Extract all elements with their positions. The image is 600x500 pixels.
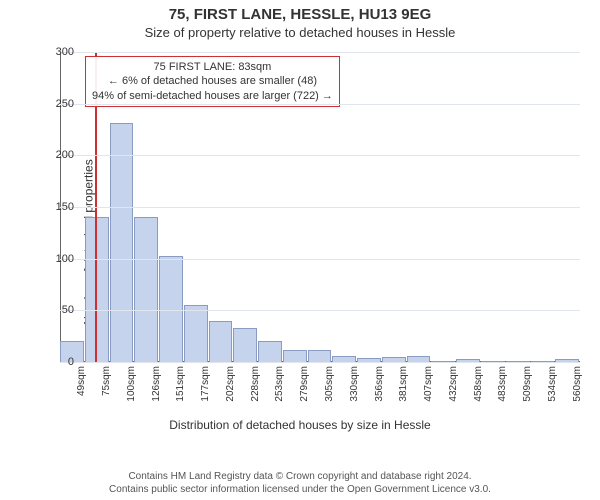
x-tick-label: 381sqm <box>398 366 409 402</box>
x-tick-label: 407sqm <box>423 366 434 402</box>
x-tick-label: 560sqm <box>572 366 583 402</box>
x-tick-label: 330sqm <box>349 366 360 402</box>
x-tick-label: 279sqm <box>299 366 310 402</box>
grid-line <box>60 310 580 311</box>
y-tick-label: 250 <box>46 98 74 110</box>
histogram-bar <box>308 350 332 362</box>
histogram-bar <box>134 217 158 362</box>
x-tick-label: 151sqm <box>175 366 186 402</box>
grid-line <box>60 362 580 363</box>
y-tick-label: 300 <box>46 46 74 58</box>
x-tick-label: 356sqm <box>374 366 385 402</box>
x-tick-label: 49sqm <box>76 366 87 396</box>
y-tick-label: 200 <box>46 149 74 161</box>
annotation-callout: 75 FIRST LANE: 83sqm← 6% of detached hou… <box>85 56 340 107</box>
x-tick-label: 432sqm <box>448 366 459 402</box>
histogram-bar <box>233 328 257 362</box>
y-tick-label: 150 <box>46 201 74 213</box>
x-tick-label: 483sqm <box>497 366 508 402</box>
x-axis-label: Distribution of detached houses by size … <box>0 418 600 432</box>
footer-line-2: Contains public sector information licen… <box>0 483 600 496</box>
annotation-line: ← 6% of detached houses are smaller (48) <box>92 74 333 88</box>
grid-line <box>60 104 580 105</box>
attribution-footer: Contains HM Land Registry data © Crown c… <box>0 470 600 496</box>
histogram-bar <box>209 321 233 362</box>
x-ticks-container: 49sqm 75sqm 100sqm 126sqm 151sqm 177sqm 202sqm… <box>60 364 580 419</box>
x-tick-label: 228sqm <box>250 366 261 402</box>
histogram-bar <box>258 341 282 362</box>
x-tick-label: 253sqm <box>274 366 285 402</box>
chart-subtitle: Size of property relative to detached ho… <box>0 23 600 44</box>
grid-line <box>60 259 580 260</box>
histogram-bar <box>159 256 183 362</box>
y-tick-label: 50 <box>46 304 74 316</box>
x-tick-label: 75sqm <box>101 366 112 396</box>
histogram-bar <box>85 217 109 362</box>
histogram-bar <box>283 350 307 362</box>
x-tick-label: 126sqm <box>151 366 162 402</box>
chart-title: 75, FIRST LANE, HESSLE, HU13 9EG <box>0 0 600 23</box>
plot-region: 75 FIRST LANE: 83sqm← 6% of detached hou… <box>60 52 580 362</box>
histogram-bar <box>110 123 134 362</box>
footer-line-1: Contains HM Land Registry data © Crown c… <box>0 470 600 483</box>
x-tick-label: 534sqm <box>547 366 558 402</box>
y-tick-label: 100 <box>46 253 74 265</box>
y-tick-label: 0 <box>46 356 74 368</box>
x-tick-label: 305sqm <box>324 366 335 402</box>
grid-line <box>60 207 580 208</box>
annotation-line: 94% of semi-detached houses are larger (… <box>92 89 333 103</box>
annotation-line: 75 FIRST LANE: 83sqm <box>92 60 333 74</box>
grid-line <box>60 52 580 53</box>
x-tick-label: 177sqm <box>200 366 211 402</box>
chart-area: Number of detached properties 75 FIRST L… <box>0 44 600 439</box>
x-tick-label: 202sqm <box>225 366 236 402</box>
histogram-bar <box>184 305 208 362</box>
grid-line <box>60 155 580 156</box>
x-tick-label: 509sqm <box>522 366 533 402</box>
x-tick-label: 100sqm <box>126 366 137 402</box>
x-tick-label: 458sqm <box>473 366 484 402</box>
